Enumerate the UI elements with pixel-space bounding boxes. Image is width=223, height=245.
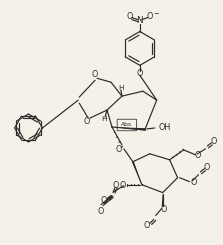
Text: OH: OH xyxy=(159,123,171,133)
Text: O: O xyxy=(98,207,104,216)
Text: O: O xyxy=(194,151,201,160)
Text: O: O xyxy=(127,12,133,21)
Text: O: O xyxy=(113,181,119,190)
Polygon shape xyxy=(162,193,164,207)
Text: O: O xyxy=(101,196,107,205)
Text: O: O xyxy=(147,12,153,21)
Text: −: − xyxy=(153,11,159,17)
Text: O: O xyxy=(203,163,210,172)
Polygon shape xyxy=(132,161,142,185)
Text: O: O xyxy=(190,178,197,187)
Text: O: O xyxy=(137,69,143,78)
Text: O: O xyxy=(120,181,126,190)
Text: O: O xyxy=(116,145,122,154)
Text: H: H xyxy=(101,116,107,122)
Text: H: H xyxy=(118,85,124,91)
Text: N: N xyxy=(136,16,143,25)
Text: O: O xyxy=(144,221,150,230)
Text: O: O xyxy=(84,117,90,125)
FancyBboxPatch shape xyxy=(117,119,137,131)
Text: O: O xyxy=(161,205,167,214)
Text: Abs: Abs xyxy=(121,122,132,127)
Text: O: O xyxy=(92,70,98,79)
Polygon shape xyxy=(112,127,146,131)
Text: O: O xyxy=(210,137,217,147)
